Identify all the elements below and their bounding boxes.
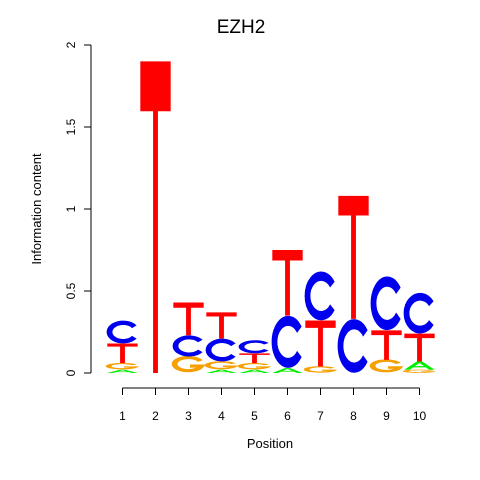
logo-letter-T	[338, 195, 369, 319]
logo-letter-C	[172, 335, 203, 357]
logo-letter-G	[303, 366, 338, 373]
logo-letter-A	[404, 361, 435, 370]
logo-letter-T	[107, 343, 138, 364]
logo-letter-C	[403, 292, 434, 334]
x-tick-label: 3	[185, 409, 192, 423]
y-axis: 0 0.5 1 1.5 2	[64, 41, 92, 376]
x-tick-label: 2	[152, 409, 159, 423]
y-tick-label: 0	[64, 369, 78, 376]
logo-letter-A	[239, 369, 270, 373]
logo-letter-G	[237, 362, 272, 370]
logo-letter-T	[140, 61, 171, 374]
logo-letter-C	[304, 271, 335, 321]
logo-letter-C	[106, 320, 137, 344]
x-axis: 1 2 3 4 5 6 7 8 9 10	[119, 387, 427, 423]
logo-letter-T	[206, 312, 237, 339]
x-tick-label: 1	[119, 409, 126, 423]
logo-letter-C	[370, 276, 401, 331]
logo-letter-C	[337, 319, 368, 373]
logo-letter-C	[205, 338, 236, 362]
y-tick-label: 2	[64, 41, 78, 48]
logo-letter-A	[206, 369, 237, 373]
logo-letter-T	[371, 330, 402, 360]
logo-letter-G	[105, 362, 140, 370]
x-tick-label: 8	[350, 409, 357, 423]
x-tick-label: 7	[317, 409, 324, 423]
x-axis-label: Position	[247, 436, 293, 451]
x-tick-label: 4	[218, 409, 225, 423]
logo-letter-C	[271, 315, 302, 368]
x-tick-label: 6	[284, 409, 291, 423]
y-tick-label: 1	[64, 205, 78, 212]
logo-letter-G	[402, 369, 437, 373]
logo-letter-A	[107, 369, 138, 373]
logo-letter-T	[272, 250, 303, 316]
chart-title: EZH2	[217, 17, 266, 38]
logo-letter-T	[239, 353, 270, 364]
logo-letter-G	[204, 361, 239, 370]
x-tick-label: 5	[251, 409, 258, 423]
y-axis-label: Information content	[29, 153, 44, 265]
logo-letter-A	[272, 368, 303, 373]
y-tick-label: 0.5	[64, 282, 78, 299]
x-tick-label: 10	[413, 409, 427, 423]
logo-letter-G	[171, 355, 206, 373]
logo-letters	[105, 61, 437, 374]
logo-letter-T	[404, 333, 435, 362]
logo-letter-T	[173, 302, 204, 336]
logo-letter-G	[369, 359, 404, 373]
x-tick-label: 9	[383, 409, 390, 423]
y-tick-label: 1.5	[64, 118, 78, 135]
logo-letter-C	[238, 340, 269, 354]
logo-letter-T	[305, 320, 336, 367]
